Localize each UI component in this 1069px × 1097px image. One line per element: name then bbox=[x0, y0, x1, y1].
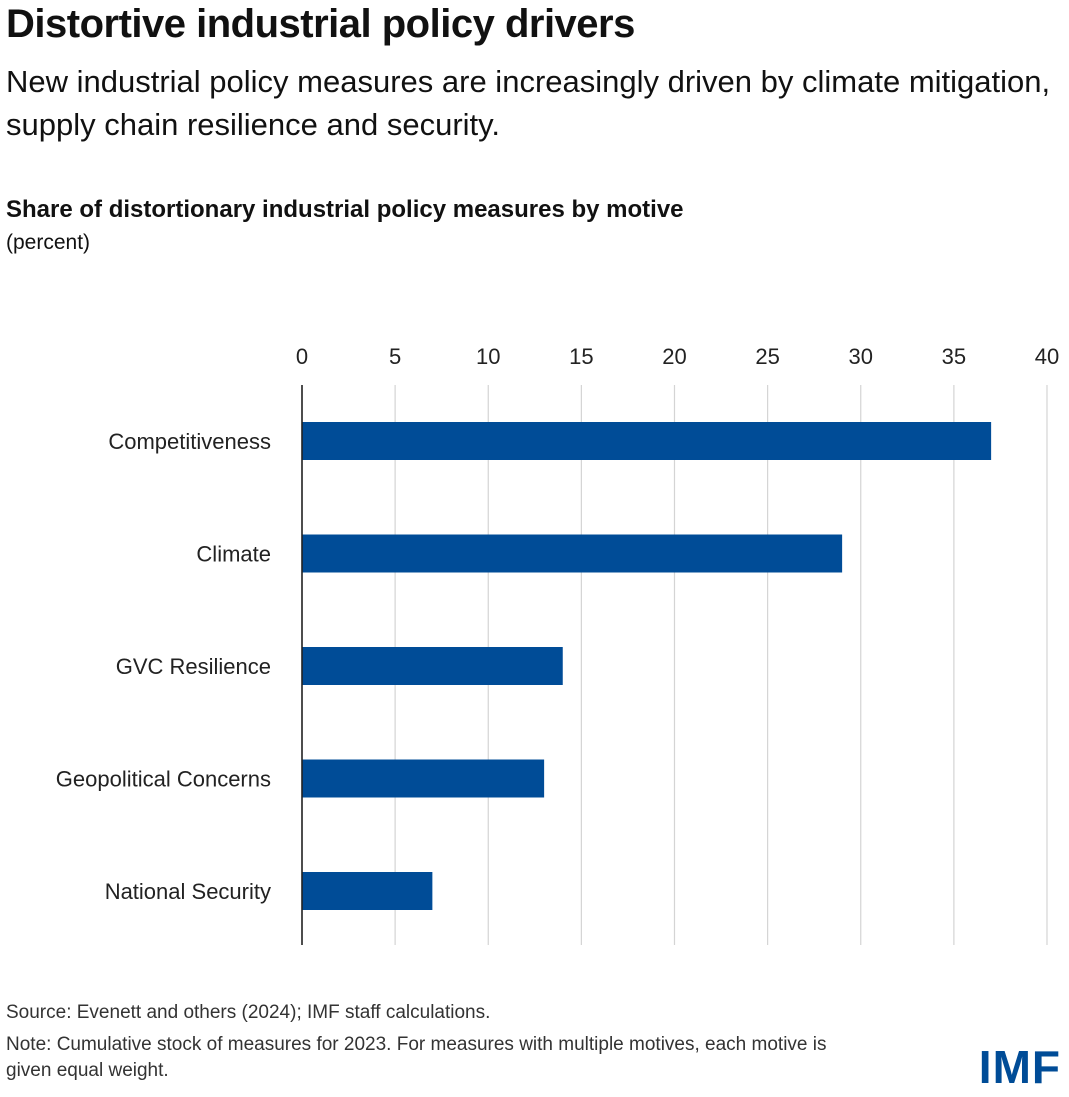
bar bbox=[302, 647, 563, 685]
bar-chart: 0 5 10 15 20 25 30 35 40 Competitiveness Climate GV… bbox=[0, 330, 1069, 960]
source-note: Source: Evenett and others (2024); IMF s… bbox=[6, 1000, 490, 1026]
x-tick-label: 10 bbox=[476, 344, 500, 369]
bar bbox=[302, 760, 544, 798]
x-tick-label: 30 bbox=[849, 344, 873, 369]
chart-title: Share of distortionary industrial policy… bbox=[6, 196, 684, 224]
x-tick-label: 5 bbox=[389, 344, 401, 369]
chart-unit-label: (percent) bbox=[6, 231, 90, 255]
x-tick-label: 25 bbox=[755, 344, 779, 369]
imf-logo: IMF bbox=[979, 1040, 1061, 1094]
page-title: Distortive industrial policy drivers bbox=[6, 2, 635, 47]
footnote: Note: Cumulative stock of measures for 2… bbox=[6, 1032, 836, 1084]
bar bbox=[302, 422, 991, 460]
x-tick-label: 20 bbox=[662, 344, 686, 369]
category-label: GVC Resilience bbox=[116, 654, 271, 679]
category-label: Geopolitical Concerns bbox=[56, 767, 271, 792]
page-subtitle: New industrial policy measures are incre… bbox=[6, 60, 1056, 146]
x-tick-label: 40 bbox=[1035, 344, 1059, 369]
bar bbox=[302, 535, 842, 573]
x-tick-label: 35 bbox=[942, 344, 966, 369]
x-tick-label: 0 bbox=[296, 344, 308, 369]
category-label: Competitiveness bbox=[108, 429, 271, 454]
bar bbox=[302, 872, 432, 910]
x-tick-label: 15 bbox=[569, 344, 593, 369]
category-label: National Security bbox=[105, 879, 271, 904]
category-label: Climate bbox=[196, 542, 271, 567]
